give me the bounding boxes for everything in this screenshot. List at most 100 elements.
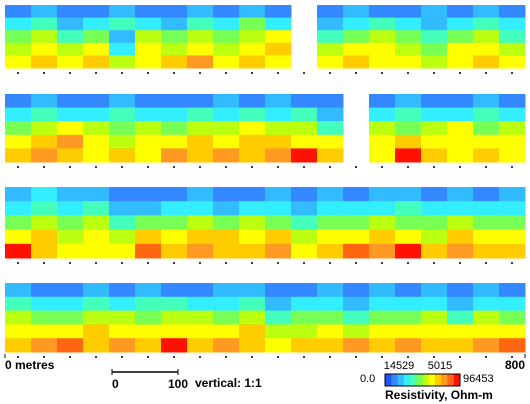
cell — [5, 296, 32, 312]
cell — [343, 5, 370, 19]
electrode — [173, 262, 175, 264]
cell — [161, 215, 188, 231]
cell — [161, 42, 188, 56]
cell — [5, 229, 32, 245]
cell — [317, 42, 344, 56]
cell — [213, 338, 240, 353]
electrode — [459, 166, 461, 168]
cell — [83, 107, 110, 122]
cell — [395, 107, 422, 122]
cell — [291, 310, 318, 325]
electrode — [121, 356, 123, 358]
x-tick-label: 0 metres — [5, 358, 55, 372]
cell — [83, 229, 110, 245]
cell — [291, 107, 318, 122]
electrode — [485, 72, 487, 74]
electrode — [251, 72, 253, 74]
cell — [57, 5, 84, 19]
cell — [31, 187, 58, 202]
cell — [499, 324, 526, 339]
electrode — [381, 262, 383, 264]
cell — [317, 5, 344, 19]
cell — [161, 243, 188, 259]
electrode — [329, 356, 331, 358]
cell — [473, 324, 500, 339]
cell — [343, 30, 370, 44]
cell — [499, 94, 526, 109]
cell — [395, 324, 422, 339]
cell — [135, 324, 162, 339]
cell — [317, 201, 344, 216]
cell — [109, 42, 136, 56]
electrode — [147, 356, 149, 358]
colorbar-label: 0.0 — [360, 373, 375, 385]
electrode — [511, 166, 513, 168]
cell — [291, 148, 318, 163]
cell — [265, 5, 292, 19]
cell — [213, 107, 240, 122]
cell — [187, 55, 214, 69]
cell — [473, 134, 500, 149]
cell — [395, 201, 422, 216]
electrode — [355, 262, 357, 264]
cell — [239, 30, 266, 44]
cell — [447, 134, 474, 149]
cell — [5, 107, 32, 122]
cell — [161, 148, 188, 163]
electrode — [303, 72, 305, 74]
cell — [31, 107, 58, 122]
cell — [395, 310, 422, 325]
cell — [161, 324, 188, 339]
cell — [83, 187, 110, 202]
cell — [187, 187, 214, 202]
cell — [135, 229, 162, 245]
cell — [31, 134, 58, 149]
electrode — [355, 72, 357, 74]
cell — [447, 310, 474, 325]
electrode — [147, 262, 149, 264]
cell — [161, 17, 188, 31]
cell — [499, 30, 526, 44]
cell — [109, 55, 136, 69]
electrode — [303, 166, 305, 168]
cell — [83, 324, 110, 339]
cell — [213, 243, 240, 259]
cell — [213, 94, 240, 109]
cell — [239, 187, 266, 202]
cell — [343, 201, 370, 216]
cell — [369, 55, 396, 69]
cell — [31, 30, 58, 44]
cell — [395, 296, 422, 312]
cell — [369, 5, 396, 19]
cell — [343, 42, 370, 56]
cell — [369, 283, 396, 298]
cell — [31, 201, 58, 216]
cell — [447, 296, 474, 312]
cell — [161, 5, 188, 19]
cell — [447, 338, 474, 353]
electrode — [173, 72, 175, 74]
cell — [395, 17, 422, 31]
electrode — [459, 356, 461, 358]
cell — [499, 243, 526, 259]
cell — [473, 338, 500, 353]
cell — [239, 107, 266, 122]
cell — [291, 338, 318, 353]
cell — [83, 5, 110, 19]
cell — [317, 215, 344, 231]
cell — [421, 42, 448, 56]
cell — [395, 55, 422, 69]
cell — [109, 229, 136, 245]
cell — [135, 243, 162, 259]
cell — [5, 42, 32, 56]
cell — [343, 243, 370, 259]
colorbar-swatch — [416, 374, 423, 386]
cell — [83, 296, 110, 312]
cell — [265, 215, 292, 231]
cell — [447, 187, 474, 202]
cell — [109, 201, 136, 216]
cell — [317, 30, 344, 44]
electrode — [17, 356, 19, 358]
electrode — [251, 166, 253, 168]
colorbar-swatch — [391, 374, 398, 386]
